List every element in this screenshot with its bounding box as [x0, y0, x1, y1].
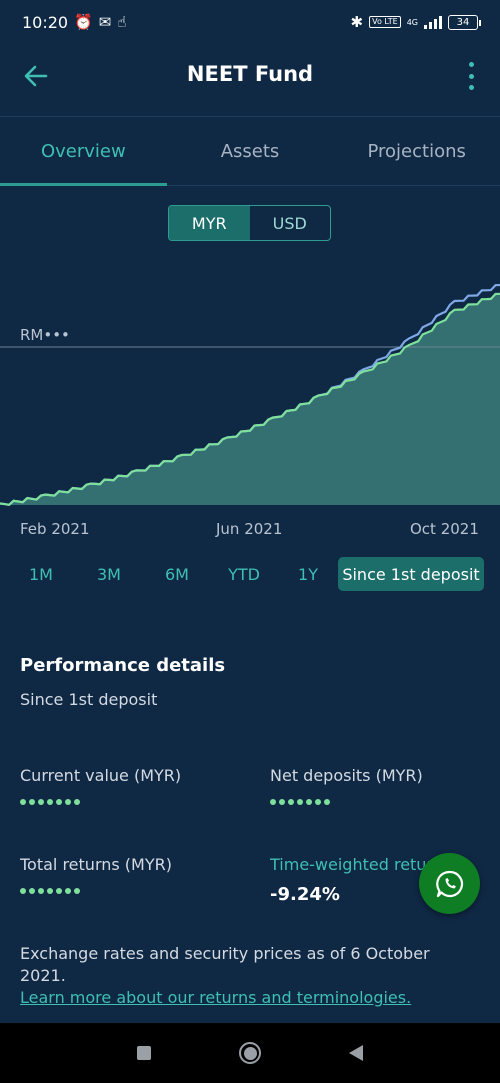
range-6m-button[interactable]: 6M [165, 564, 189, 584]
twr-label-link[interactable]: Time-weighted retur [270, 855, 430, 874]
x-tick-label: Feb 2021 [20, 520, 90, 538]
whatsapp-button[interactable] [419, 853, 480, 914]
volte-badge: Vo LTE [369, 16, 401, 28]
more-options-button[interactable] [466, 62, 476, 90]
range-ytd-button[interactable]: YTD [228, 564, 260, 584]
status-time: 10:20 [22, 12, 69, 32]
tab-assets[interactable]: Assets [220, 141, 280, 162]
x-tick-label: Jun 2021 [216, 520, 283, 538]
hidden-value-dots [20, 799, 250, 805]
range-since-first-deposit-button[interactable]: Since 1st deposit [338, 557, 484, 591]
battery-level: 34 [456, 16, 470, 28]
net-deposits-label: Net deposits (MYR) [270, 766, 423, 785]
alarm-icon: ⏰ [74, 12, 93, 31]
system-back-icon[interactable] [349, 1045, 363, 1061]
reference-value-label: RM••• [20, 326, 70, 344]
bluetooth-icon: ✱ [350, 12, 364, 31]
touch-icon: ☝ [117, 12, 127, 31]
time-range-selector: 1M 3M 6M YTD 1Y Since 1st deposit [16, 557, 484, 591]
range-3m-button[interactable]: 3M [97, 564, 121, 584]
home-icon[interactable] [239, 1042, 261, 1064]
app-bar: NEET Fund [0, 44, 500, 116]
footnote: Exchange rates and security prices as of… [20, 943, 480, 1009]
hidden-value-dots [270, 799, 500, 805]
chart-svg [0, 283, 500, 506]
chart-series-line [0, 292, 500, 506]
performance-subtitle: Since 1st deposit [20, 690, 158, 709]
x-tick-label: Oct 2021 [410, 520, 479, 538]
more-vertical-icon [468, 62, 474, 67]
battery-icon: 34 [448, 14, 481, 30]
status-bar: 10:20 ⏰ ✉ ☝ ✱ Vo LTE 4G 34 [0, 0, 500, 44]
range-1m-button[interactable]: 1M [29, 564, 53, 584]
currency-toggle: MYR USD [168, 205, 331, 241]
currency-usd-button[interactable]: USD [272, 213, 307, 233]
system-nav-bar [0, 1023, 500, 1083]
learn-more-link[interactable]: Learn more about our returns and termino… [20, 988, 412, 1007]
currency-myr-button[interactable]: MYR [169, 206, 250, 240]
range-1y-button[interactable]: 1Y [298, 564, 318, 584]
back-button[interactable] [18, 58, 54, 94]
performance-section: Performance details Since 1st deposit [20, 655, 480, 709]
hidden-value-dots [20, 888, 250, 894]
network-type: 4G [406, 17, 418, 27]
current-value-label: Current value (MYR) [20, 766, 182, 785]
total-returns-cell: Total returns (MYR) [20, 855, 250, 894]
total-returns-label: Total returns (MYR) [20, 855, 172, 874]
back-arrow-icon [24, 65, 48, 87]
twr-cell: Time-weighted retur -9.24% [270, 855, 430, 905]
twr-value: -9.24% [270, 884, 340, 905]
footnote-text: Exchange rates and security prices as of… [20, 944, 430, 985]
net-deposits-cell: Net deposits (MYR) [270, 766, 500, 805]
recents-icon[interactable] [137, 1046, 151, 1060]
performance-title: Performance details [20, 655, 226, 676]
tab-bar: Overview Assets Projections [0, 116, 500, 186]
tab-overview[interactable]: Overview [0, 117, 167, 186]
current-value-cell: Current value (MYR) [20, 766, 250, 805]
tab-projections[interactable]: Projections [367, 141, 466, 162]
gmail-icon: ✉ [98, 12, 112, 31]
performance-chart[interactable]: RM••• Feb 2021 Jun 2021 Oct 2021 [0, 250, 500, 550]
whatsapp-icon [435, 870, 463, 897]
signal-icon [424, 15, 442, 29]
page-title: NEET Fund [186, 62, 314, 86]
chart-area-fill [0, 293, 500, 505]
